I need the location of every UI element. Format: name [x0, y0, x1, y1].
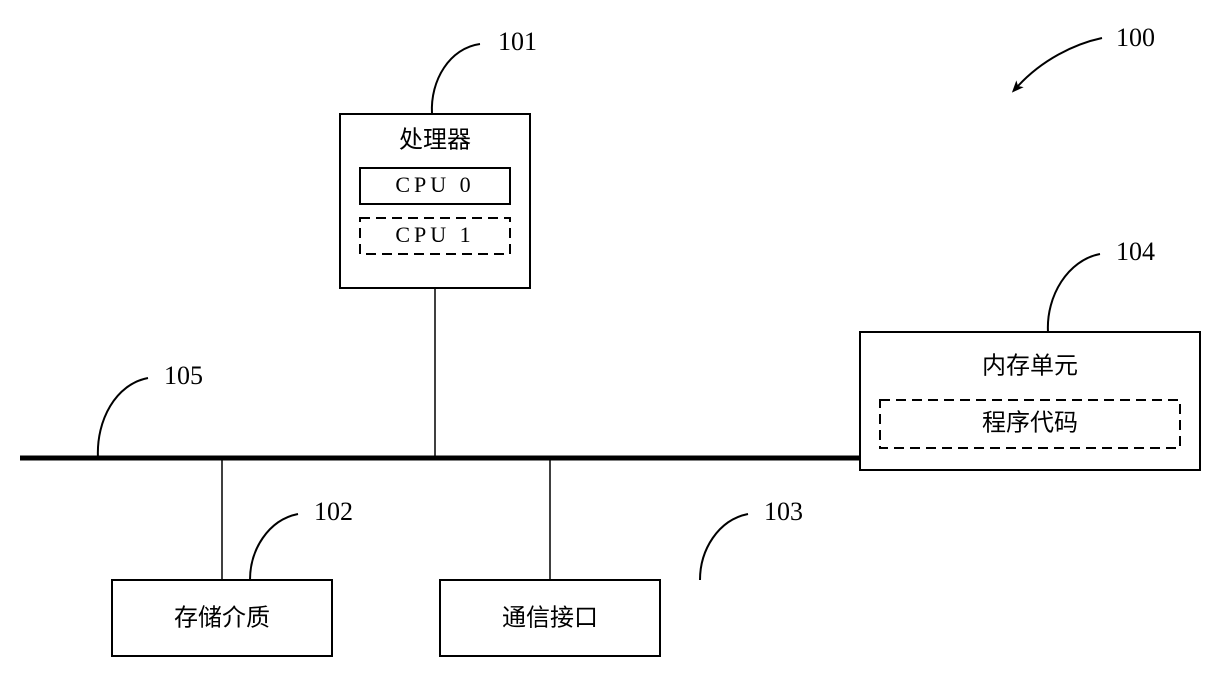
processor-title: 处理器	[399, 127, 471, 154]
leader-102	[250, 514, 298, 580]
code-label: 程序代码	[982, 410, 1078, 437]
memory-block: 内存单元 程序代码 104	[860, 237, 1200, 470]
leader-103	[700, 514, 748, 580]
ref-100: 100	[1116, 23, 1155, 52]
leader-104	[1048, 254, 1100, 332]
patent-block-diagram: 105 处理器 CPU 0 CPU 1 101 内存单元 程序代码 104 存储…	[0, 0, 1224, 680]
storage-title: 存储介质	[174, 605, 270, 632]
cpu0-label: CPU 0	[395, 172, 474, 197]
storage-block: 存储介质 102	[112, 458, 353, 656]
leader-bus	[98, 378, 148, 458]
ref-102: 102	[314, 497, 353, 526]
comm-block: 通信接口 103	[440, 458, 803, 656]
ref-103: 103	[764, 497, 803, 526]
leader-101	[432, 44, 480, 114]
comm-title: 通信接口	[502, 605, 598, 632]
processor-block: 处理器 CPU 0 CPU 1 101	[340, 27, 537, 458]
system-ref: 100	[1018, 23, 1155, 86]
arrow-100	[1018, 38, 1102, 86]
memory-title: 内存单元	[982, 353, 1078, 380]
ref-105: 105	[164, 361, 203, 390]
cpu1-label: CPU 1	[395, 222, 474, 247]
ref-101: 101	[498, 27, 537, 56]
ref-104: 104	[1116, 237, 1155, 266]
